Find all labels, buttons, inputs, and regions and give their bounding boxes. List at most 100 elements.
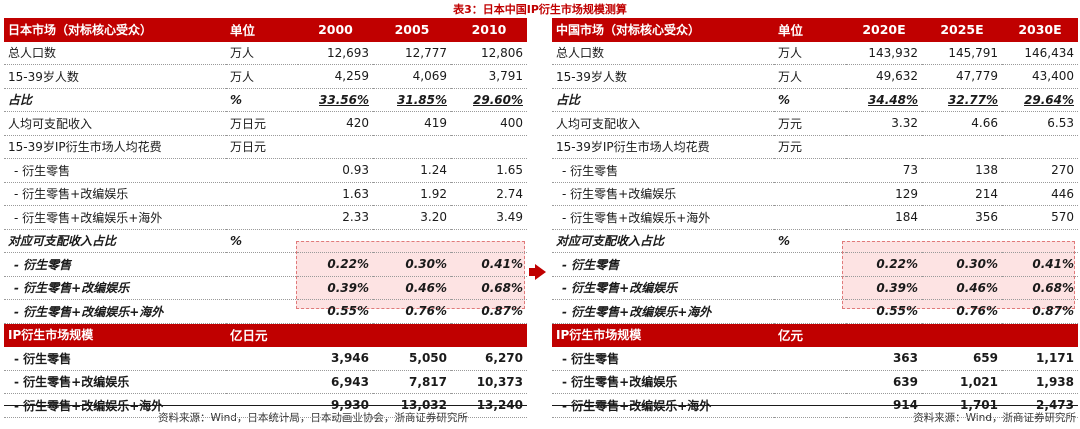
row-unit: 万元 <box>774 135 846 159</box>
header-year: 2025E <box>922 18 1002 42</box>
row-value: 2.74 <box>451 182 527 206</box>
row-label: - 衍生零售+改编娱乐 <box>4 370 226 394</box>
row-value <box>922 135 1002 159</box>
row-value: 143,932 <box>846 41 922 65</box>
row-label: - 衍生零售+改编娱乐 <box>552 370 774 394</box>
row-value: 0.22% <box>846 252 922 277</box>
section-header-label: IP衍生市场规模 <box>552 323 774 347</box>
row-value: 270 <box>1002 158 1078 183</box>
row-label: - 衍生零售+改编娱乐 <box>4 182 226 206</box>
row-value: 0.39% <box>298 276 373 300</box>
row-value: 10,373 <box>451 370 527 394</box>
row-value: 1,938 <box>1002 370 1078 394</box>
row-unit: 万人 <box>774 41 846 65</box>
table-row: 人均可支配收入 万元 3.32 4.66 6.53 <box>552 111 1078 136</box>
row-value <box>451 135 527 159</box>
row-unit <box>226 299 298 324</box>
row-label: - 衍生零售+改编娱乐 <box>552 276 774 300</box>
row-value: 1.92 <box>373 182 451 206</box>
row-label: 15-39岁人数 <box>552 64 774 89</box>
row-value: 4,069 <box>373 64 451 89</box>
row-value: 43,400 <box>1002 64 1078 89</box>
row-value: 0.30% <box>373 252 451 277</box>
row-value: 138 <box>922 158 1002 183</box>
table-row: - 衍生零售+改编娱乐 129 214 446 <box>552 182 1078 206</box>
row-label: 对应可支配收入占比 <box>552 229 774 253</box>
table-row: - 衍生零售 0.22% 0.30% 0.41% <box>4 252 527 277</box>
header-year: 2010 <box>451 18 527 42</box>
row-label: - 衍生零售+改编娱乐+海外 <box>4 205 226 230</box>
row-value: 659 <box>922 346 1002 371</box>
section-header-blank <box>451 323 527 347</box>
table-row: - 衍生零售+改编娱乐+海外 9,930 13,032 13,240 <box>4 393 527 418</box>
row-label: 15-39岁IP衍生市场人均花费 <box>4 135 226 159</box>
row-unit <box>774 252 846 277</box>
row-value: 0.39% <box>846 276 922 300</box>
row-unit: % <box>774 88 846 112</box>
row-unit: 万人 <box>226 64 298 89</box>
row-value: 0.41% <box>451 252 527 277</box>
row-value: 570 <box>1002 205 1078 230</box>
row-value: 0.46% <box>373 276 451 300</box>
row-unit <box>226 205 298 230</box>
header-unit: 单位 <box>774 18 846 42</box>
table-row: 占比% 33.56% 31.85% 29.60% <box>4 88 527 112</box>
row-unit <box>774 158 846 183</box>
row-value: 0.22% <box>298 252 373 277</box>
row-value: 34.48% <box>846 88 922 112</box>
row-value: 31.85% <box>373 88 451 112</box>
row-value: 32.77% <box>922 88 1002 112</box>
row-value: 13,240 <box>451 393 527 418</box>
header-year: 2000 <box>298 18 373 42</box>
table-row: 总人口数 万人 12,693 12,777 12,806 <box>4 41 527 65</box>
row-value: 184 <box>846 205 922 230</box>
section-header-blank <box>846 323 922 347</box>
section-header-unit: 亿元 <box>774 323 846 347</box>
row-value <box>846 229 922 253</box>
table-row: - 衍生零售+改编娱乐+海外 2.33 3.20 3.49 <box>4 205 527 230</box>
table-row: - 衍生零售+改编娱乐 0.39% 0.46% 0.68% <box>4 276 527 300</box>
section-header-unit: 亿日元 <box>226 323 298 347</box>
table-row: - 衍生零售+改编娱乐+海外 0.55% 0.76% 0.87% <box>552 299 1078 324</box>
row-unit: 万人 <box>226 41 298 65</box>
row-label: 占比 <box>4 88 226 112</box>
header-year: 2030E <box>1002 18 1078 42</box>
row-value: 12,777 <box>373 41 451 65</box>
row-value: 3.32 <box>846 111 922 136</box>
row-label: 对应可支配收入占比 <box>4 229 226 253</box>
row-unit <box>774 299 846 324</box>
row-value <box>298 135 373 159</box>
row-value: 6,270 <box>451 346 527 371</box>
row-value: 0.87% <box>1002 299 1078 324</box>
table-row: 15-39岁IP衍生市场人均花费 万日元 <box>4 135 527 159</box>
row-value <box>373 135 451 159</box>
row-value: 3.49 <box>451 205 527 230</box>
row-unit: 万日元 <box>226 135 298 159</box>
table-row: - 衍生零售 0.93 1.24 1.65 <box>4 158 527 183</box>
row-value: 4.66 <box>922 111 1002 136</box>
row-value: 1.65 <box>451 158 527 183</box>
row-label: - 衍生零售+改编娱乐 <box>4 276 226 300</box>
row-value: 29.64% <box>1002 88 1078 112</box>
header-row: 日本市场（对标核心受众） 单位 2000 2005 2010 <box>4 18 527 42</box>
row-value: 6.53 <box>1002 111 1078 136</box>
row-value: 3.20 <box>373 205 451 230</box>
row-label: - 衍生零售+改编娱乐+海外 <box>4 393 226 418</box>
row-label: 总人口数 <box>552 41 774 65</box>
row-value <box>298 229 373 253</box>
row-value <box>451 229 527 253</box>
row-label: - 衍生零售 <box>552 252 774 277</box>
row-unit: 万人 <box>774 64 846 89</box>
row-unit-blank <box>774 370 846 394</box>
section-header-blank <box>373 323 451 347</box>
row-value: 1,701 <box>922 393 1002 418</box>
row-value: 0.30% <box>922 252 1002 277</box>
row-value: 446 <box>1002 182 1078 206</box>
row-value: 0.55% <box>846 299 922 324</box>
row-value: 356 <box>922 205 1002 230</box>
section-header-label: IP衍生市场规模 <box>4 323 226 347</box>
row-unit <box>226 276 298 300</box>
row-value: 0.76% <box>373 299 451 324</box>
header-year: 2020E <box>846 18 922 42</box>
row-value: 12,806 <box>451 41 527 65</box>
